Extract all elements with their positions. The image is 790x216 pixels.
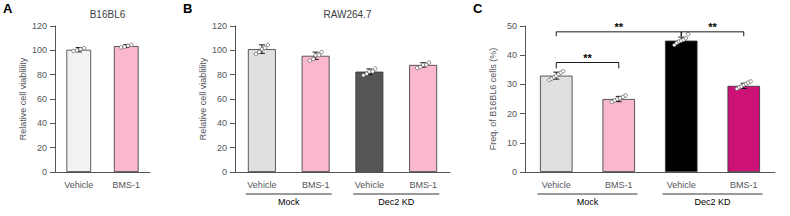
svg-text:0: 0 — [512, 167, 517, 177]
svg-text:Mock: Mock — [278, 197, 300, 207]
svg-text:**: ** — [708, 21, 717, 33]
svg-text:**: ** — [614, 21, 623, 33]
svg-text:40: 40 — [217, 118, 227, 128]
svg-text:0: 0 — [222, 167, 227, 177]
svg-text:Dec2 KD: Dec2 KD — [378, 197, 415, 207]
svg-text:10: 10 — [507, 138, 517, 148]
svg-text:20: 20 — [507, 109, 517, 119]
svg-text:BMS-1: BMS-1 — [409, 180, 437, 190]
svg-text:60: 60 — [217, 94, 227, 104]
svg-text:Freq. of B16BL6 cells (%): Freq. of B16BL6 cells (%) — [488, 48, 498, 151]
svg-text:A: A — [3, 1, 13, 16]
svg-text:30: 30 — [507, 79, 517, 89]
svg-text:BMS-1: BMS-1 — [605, 180, 633, 190]
svg-text:20: 20 — [37, 143, 47, 153]
svg-text:Dec2 KD: Dec2 KD — [694, 197, 731, 207]
svg-text:40: 40 — [37, 118, 47, 128]
svg-text:C: C — [473, 1, 483, 16]
svg-text:20: 20 — [217, 143, 227, 153]
svg-text:0: 0 — [42, 167, 47, 177]
svg-text:80: 80 — [37, 70, 47, 80]
svg-text:100: 100 — [32, 45, 47, 55]
svg-text:Vehicle: Vehicle — [247, 180, 276, 190]
svg-text:120: 120 — [212, 21, 227, 31]
svg-text:Relative cell viablility: Relative cell viablility — [198, 57, 208, 140]
svg-text:100: 100 — [212, 45, 227, 55]
svg-text:RAW264.7: RAW264.7 — [324, 9, 372, 20]
svg-text:Vehicle: Vehicle — [542, 180, 571, 190]
svg-text:Vehicle: Vehicle — [355, 180, 384, 190]
svg-text:BMS-1: BMS-1 — [730, 180, 758, 190]
svg-text:Relative cell viablility: Relative cell viablility — [18, 57, 28, 140]
svg-text:80: 80 — [217, 70, 227, 80]
svg-text:Vehicle: Vehicle — [667, 180, 696, 190]
svg-text:Vehicle: Vehicle — [64, 180, 93, 190]
svg-text:50: 50 — [507, 21, 517, 31]
svg-text:B16BL6: B16BL6 — [90, 9, 126, 20]
svg-text:40: 40 — [507, 50, 517, 60]
svg-text:B: B — [183, 1, 192, 16]
svg-text:Mock: Mock — [577, 197, 599, 207]
svg-text:BMS-1: BMS-1 — [302, 180, 330, 190]
svg-text:60: 60 — [37, 94, 47, 104]
svg-text:BMS-1: BMS-1 — [112, 180, 140, 190]
svg-text:120: 120 — [32, 21, 47, 31]
svg-text:**: ** — [583, 52, 592, 64]
